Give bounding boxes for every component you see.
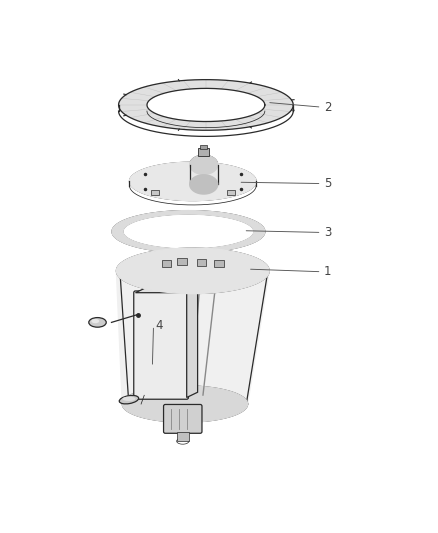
Bar: [200, 144, 207, 149]
Polygon shape: [117, 248, 269, 294]
Polygon shape: [187, 287, 198, 398]
Polygon shape: [190, 175, 218, 194]
Polygon shape: [190, 155, 218, 174]
FancyBboxPatch shape: [134, 291, 188, 399]
Polygon shape: [122, 386, 247, 422]
Polygon shape: [135, 287, 198, 293]
Bar: [162, 260, 171, 266]
Bar: [197, 259, 206, 265]
Bar: [151, 190, 159, 195]
Polygon shape: [119, 79, 293, 130]
Text: 2: 2: [324, 101, 331, 114]
Bar: [227, 190, 235, 195]
Bar: [198, 148, 209, 156]
Ellipse shape: [122, 397, 135, 401]
Text: 3: 3: [324, 226, 331, 239]
Text: 5: 5: [324, 177, 331, 190]
FancyBboxPatch shape: [163, 405, 202, 433]
Bar: [177, 432, 189, 441]
Polygon shape: [130, 162, 256, 200]
Ellipse shape: [89, 318, 106, 327]
Ellipse shape: [92, 319, 99, 323]
Text: 4: 4: [155, 319, 163, 332]
Polygon shape: [112, 211, 265, 253]
Ellipse shape: [119, 395, 139, 404]
Bar: [214, 260, 224, 266]
Polygon shape: [117, 271, 269, 404]
Bar: [177, 258, 187, 265]
Text: 1: 1: [324, 265, 331, 278]
